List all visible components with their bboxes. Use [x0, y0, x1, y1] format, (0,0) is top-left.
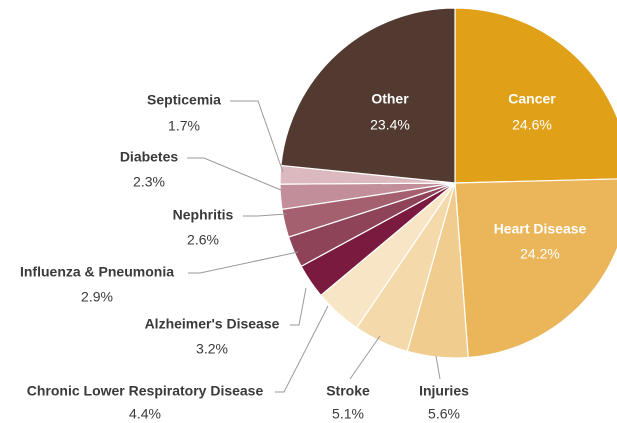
slice-name: Cancer: [508, 91, 556, 107]
leader-line: [275, 305, 329, 393]
slice-value-label: 24.2%: [520, 246, 560, 262]
slice-value-label: 3.2%: [196, 341, 228, 357]
leader-line: [187, 157, 282, 191]
slice-name: Stroke: [326, 383, 370, 399]
slice-name: Influenza & Pneumonia: [20, 264, 174, 280]
slice-value-label: 2.3%: [133, 174, 165, 190]
slice-value-label: 5.6%: [428, 406, 460, 422]
slice-name: Diabetes: [120, 149, 179, 165]
pie-slice: [454, 178, 617, 359]
slice-name: Septicemia: [147, 92, 221, 108]
slice-value-label: 24.6%: [512, 117, 552, 133]
slice-value-label: 2.9%: [81, 289, 113, 305]
pie-slice: [454, 7, 617, 184]
leader-line: [188, 251, 299, 274]
slice-value-label: 1.7%: [168, 118, 200, 134]
slice-name: Other: [371, 91, 409, 107]
slice-value-label: 23.4%: [370, 117, 410, 133]
slice-value-label: 5.1%: [332, 406, 364, 422]
slice-name: Alzheimer's Disease: [145, 316, 280, 332]
leader-line: [230, 100, 284, 173]
pie-slice: [280, 7, 456, 184]
slice-name: Injuries: [419, 383, 469, 399]
slice-value-label: 2.6%: [187, 232, 219, 248]
leader-line: [290, 287, 307, 326]
slice-value-label: 4.4%: [129, 406, 161, 422]
leader-line: [349, 335, 381, 380]
slice-name: Heart Disease: [494, 221, 587, 237]
leader-line: [243, 213, 287, 217]
slice-name: Nephritis: [173, 207, 234, 223]
leader-line: [435, 355, 441, 380]
slice-name: Chronic Lower Respiratory Disease: [27, 383, 264, 399]
